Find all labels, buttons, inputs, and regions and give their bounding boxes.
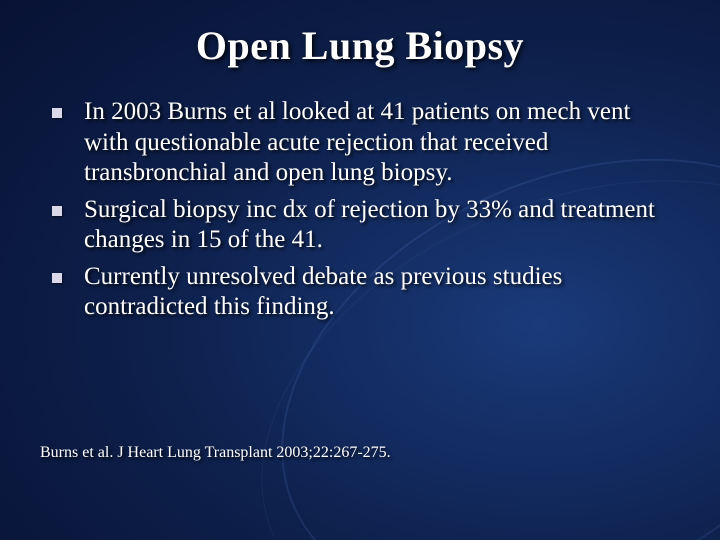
bullet-list: In 2003 Burns et al looked at 41 patient… bbox=[40, 97, 680, 323]
slide: Open Lung Biopsy In 2003 Burns et al loo… bbox=[0, 0, 720, 540]
slide-body: In 2003 Burns et al looked at 41 patient… bbox=[0, 69, 720, 323]
bullet-item: Surgical biopsy inc dx of rejection by 3… bbox=[40, 195, 680, 256]
bullet-item: Currently unresolved debate as previous … bbox=[40, 262, 680, 323]
citation-text: Burns et al. J Heart Lung Transplant 200… bbox=[40, 444, 391, 462]
slide-title: Open Lung Biopsy bbox=[0, 0, 720, 69]
bullet-item: In 2003 Burns et al looked at 41 patient… bbox=[40, 97, 680, 189]
